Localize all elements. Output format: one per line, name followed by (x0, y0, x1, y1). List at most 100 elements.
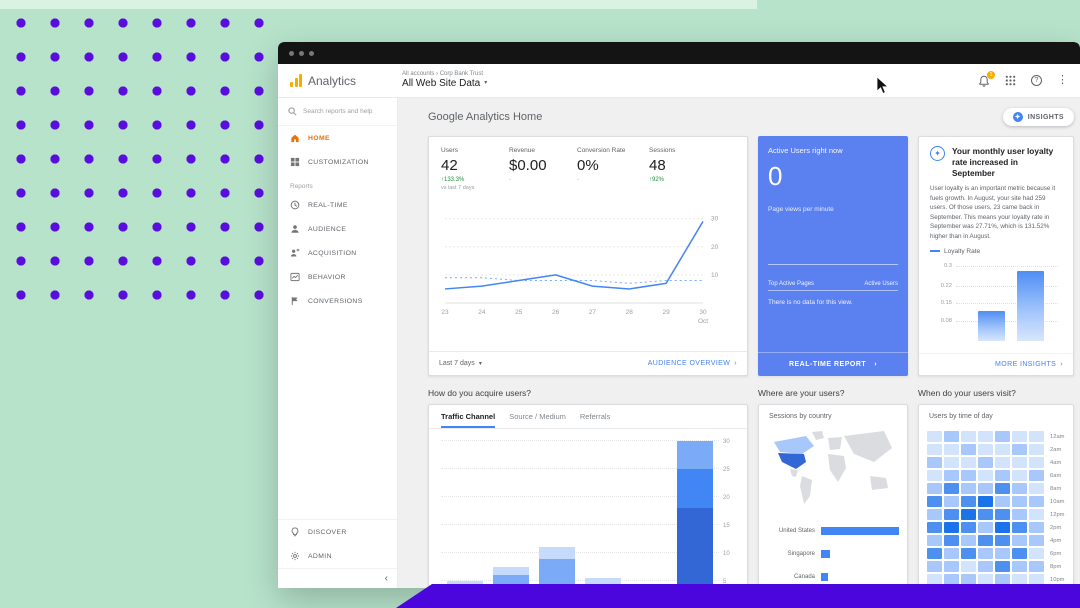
heatmap-row: 4am (927, 457, 1072, 468)
help-icon[interactable]: ? (1031, 75, 1042, 86)
acq-axis-label: 30 (723, 439, 730, 445)
acq-gridline (441, 468, 719, 469)
heatmap-row: 12pm (927, 509, 1072, 520)
more-menu-icon[interactable]: ⋮ (1057, 74, 1068, 86)
reports-section-label: Reports (290, 183, 313, 190)
audience-overview-link[interactable]: AUDIENCE OVERVIEW › (647, 360, 737, 367)
heatmap-cell (944, 431, 959, 442)
traffic-bar (539, 547, 575, 588)
time-label: 12pm (1050, 511, 1065, 518)
sidebar-item-acquisition[interactable]: ACQUISITION (278, 241, 397, 265)
heatmap-cell (961, 483, 976, 494)
svg-text:Oct: Oct (698, 318, 708, 325)
traffic-bar (677, 441, 713, 588)
acq-axis-label: 15 (723, 523, 730, 529)
window-control-icon[interactable] (309, 50, 314, 56)
country-row: Canada (767, 573, 899, 581)
svg-text:30: 30 (711, 216, 719, 223)
window-control-icon[interactable] (289, 50, 294, 56)
acq-axis-label: 10 (723, 551, 730, 557)
breadcrumb[interactable]: All accounts › Corp Bank Trust (402, 71, 484, 78)
heatmap-cell (1029, 535, 1044, 546)
search-input[interactable]: Search reports and help (278, 98, 397, 126)
insights-button[interactable]: ✦ INSIGHTS (1002, 108, 1074, 126)
browser-window: Analytics All accounts › Corp Bank Trust… (278, 42, 1080, 588)
heatmap-cell (978, 548, 993, 559)
sidebar-collapse-button[interactable]: ‹ (278, 568, 397, 588)
geo-card: Sessions by country (758, 404, 908, 588)
sidebar-item-customization[interactable]: CUSTOMIZATION (278, 150, 397, 174)
time-label: 6am (1050, 472, 1062, 479)
heatmap-cell (944, 457, 959, 468)
metric-users: Users 42 ↑133.3% vs last 7 days (441, 147, 475, 192)
notification-badge: 1 (987, 70, 995, 79)
time-label: 8am (1050, 485, 1062, 492)
sidebar-item-home[interactable]: HOME (278, 126, 397, 150)
time-label: 4am (1050, 459, 1062, 466)
acquisition-tabs: Traffic Channel Source / Medium Referral… (429, 405, 747, 429)
bar-segment (677, 441, 713, 470)
sidebar-item-real-time[interactable]: REAL-TIME (278, 193, 397, 217)
tab-referrals[interactable]: Referrals (579, 412, 611, 421)
date-range-selector[interactable]: Last 7 days ▾ (439, 360, 482, 367)
home-icon (291, 134, 299, 143)
heatmap-row: 8pm (927, 561, 1072, 572)
brand-name: Analytics (308, 73, 357, 88)
insight-body: User loyalty is an important metric beca… (930, 185, 1056, 240)
chevron-down-icon[interactable]: ▾ (484, 80, 488, 87)
sidebar-item-discover[interactable]: DISCOVER (278, 520, 397, 544)
section-question: When do your users visit? (918, 388, 1016, 398)
heatmap-cell (995, 470, 1010, 481)
insight-gridline (956, 320, 1058, 322)
sidebar-item-admin[interactable]: ADMIN (278, 544, 397, 568)
country-bar (821, 527, 899, 535)
sidebar-item-behavior[interactable]: BEHAVIOR (278, 265, 397, 289)
country-bar (821, 550, 830, 558)
insight-gridline (956, 303, 1058, 305)
heatmap-cell (961, 548, 976, 559)
heatmap-cell (927, 470, 942, 481)
svg-text:23: 23 (441, 309, 449, 316)
acq-gridline (441, 496, 719, 497)
empty-state-message: There is no data for this view. (768, 299, 853, 306)
heatmap-cell (1012, 457, 1027, 468)
heatmap-cell (1029, 496, 1044, 507)
flag-icon (291, 297, 298, 305)
notifications-bell-icon[interactable]: 1 (978, 70, 995, 87)
heatmap-cell (927, 561, 942, 572)
heatmap-cell (978, 522, 993, 533)
heatmap-cell (995, 548, 1010, 559)
heatmap-cell (927, 431, 942, 442)
heatmap-row: 4pm (927, 535, 1072, 546)
heatmap-cell (995, 535, 1010, 546)
acq-gridline (441, 580, 719, 581)
tab-source-medium[interactable]: Source / Medium (509, 412, 566, 421)
sidebar-item-audience[interactable]: AUDIENCE (278, 217, 397, 241)
sidebar-item-conversions[interactable]: CONVERSIONS (278, 289, 397, 313)
property-selector[interactable]: All accounts › Corp Bank Trust All Web S… (402, 71, 487, 89)
header-actions: 1 ? ⋮ (978, 70, 1068, 87)
country-bar (821, 573, 828, 581)
time-of-day-card: Users by time of day 12am 2am 4am 6am 8am 10a… (918, 404, 1074, 588)
realtime-report-link[interactable]: REAL-TIME REPORT › (758, 352, 908, 376)
tab-traffic-channel[interactable]: Traffic Channel (441, 405, 496, 428)
page-title: Google Analytics Home (428, 111, 543, 123)
heatmap-row: 10pm (927, 574, 1072, 585)
bar-segment (539, 547, 575, 559)
gear-icon (290, 551, 300, 561)
property-name[interactable]: All Web Site Data (402, 78, 481, 90)
insights-sparkle-icon: ✦ (1012, 112, 1023, 122)
main-content: Google Analytics Home ✦ INSIGHTS Use (398, 98, 1080, 588)
time-label: 10am (1050, 498, 1065, 505)
heatmap-cell (927, 496, 942, 507)
window-titlebar[interactable] (278, 42, 1080, 64)
window-control-icon[interactable] (299, 50, 304, 56)
more-insights-link[interactable]: MORE INSIGHTS › (995, 361, 1063, 368)
heatmap-cell (944, 496, 959, 507)
metric-sessions: Sessions 48 ↑92% (649, 147, 676, 183)
heatmap-cell (961, 522, 976, 533)
heatmap-cell (995, 431, 1010, 442)
bar-segment (447, 581, 483, 587)
apps-grid-icon[interactable] (1005, 75, 1016, 86)
